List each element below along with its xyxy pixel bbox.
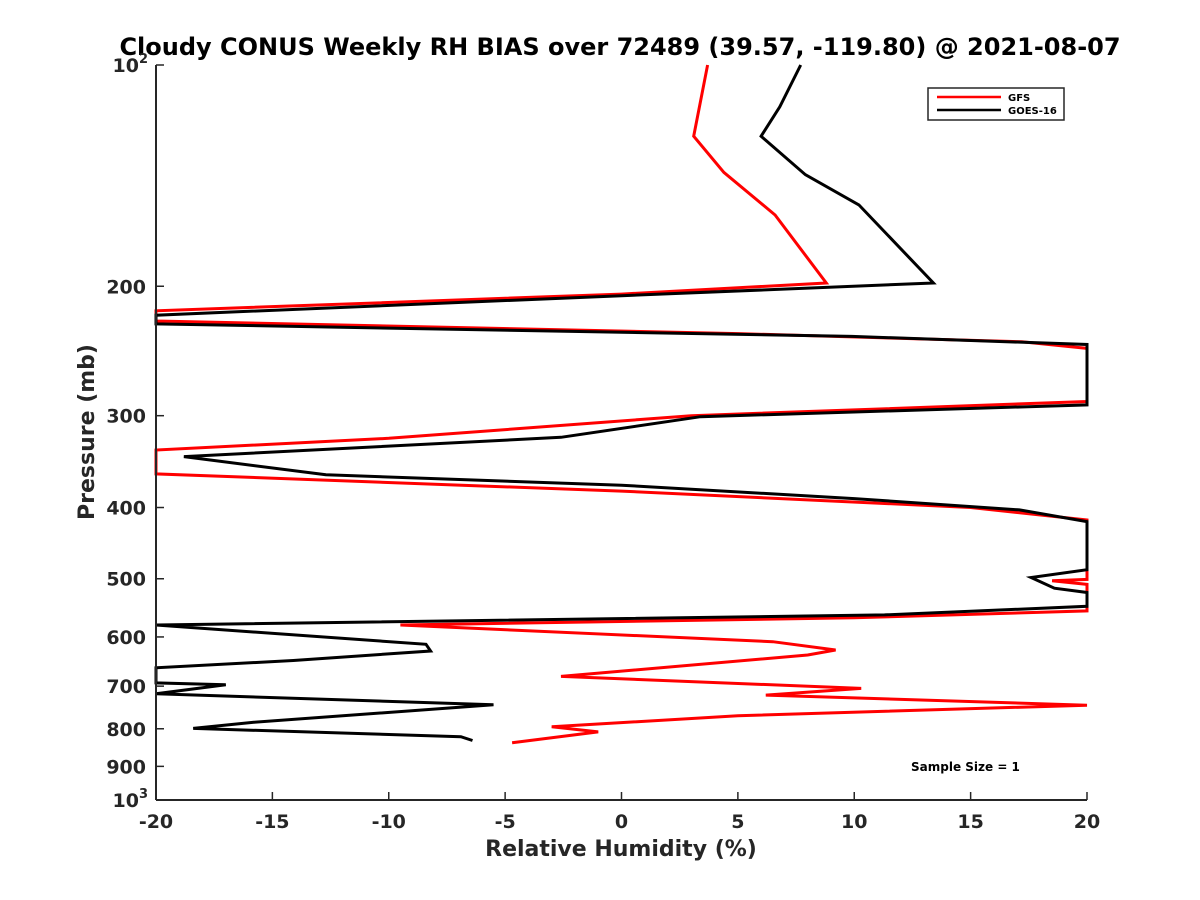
legend-label-gfs: GFS (1008, 93, 1030, 104)
y-tick-base: 10 (113, 790, 139, 812)
y-tick-label: 800 (106, 719, 146, 741)
x-tick-label: -15 (255, 811, 289, 833)
x-tick-label: 10 (841, 811, 867, 833)
series-layer (154, 64, 1089, 745)
y-tick-label: 900 (106, 756, 146, 778)
y-tick-label: 500 (106, 569, 146, 591)
axes (155, 65, 1087, 801)
y-tick-label: 200 (106, 276, 146, 298)
y-tick-label: 300 (106, 406, 146, 428)
x-axis-label: Relative Humidity (%) (485, 837, 757, 862)
y-tick-label: 102 (113, 52, 149, 77)
y-tick-label: 400 (106, 498, 146, 520)
legend: GFS GOES-16 (927, 87, 1065, 121)
chart-title: Cloudy CONUS Weekly RH BIAS over 72489 (… (119, 33, 1120, 61)
x-tick-label: 5 (731, 811, 744, 833)
y-tick-label: 600 (106, 627, 146, 649)
x-tick-label: 15 (957, 811, 983, 833)
x-ticks: -20 -15 -10 -5 0 5 10 15 20 (139, 792, 1100, 833)
y-tick-label: 103 (113, 787, 149, 812)
y-axis-label: Pressure (mb) (75, 344, 100, 520)
x-tick-label: 20 (1074, 811, 1100, 833)
sample-size-annotation: Sample Size = 1 (911, 760, 1020, 774)
x-tick-label: -20 (139, 811, 173, 833)
y-tick-base: 10 (113, 55, 139, 77)
x-tick-label: -10 (372, 811, 406, 833)
x-tick-label: -5 (495, 811, 516, 833)
y-tick-exponent: 2 (139, 52, 148, 67)
y-tick-exponent: 3 (139, 787, 148, 802)
x-tick-label: 0 (615, 811, 628, 833)
series-line-gfs (154, 64, 1089, 745)
legend-label-goes16: GOES-16 (1008, 106, 1057, 117)
legend-box (927, 87, 1065, 121)
series-line-goes16 (154, 64, 1089, 742)
y-tick-label: 700 (106, 676, 146, 698)
